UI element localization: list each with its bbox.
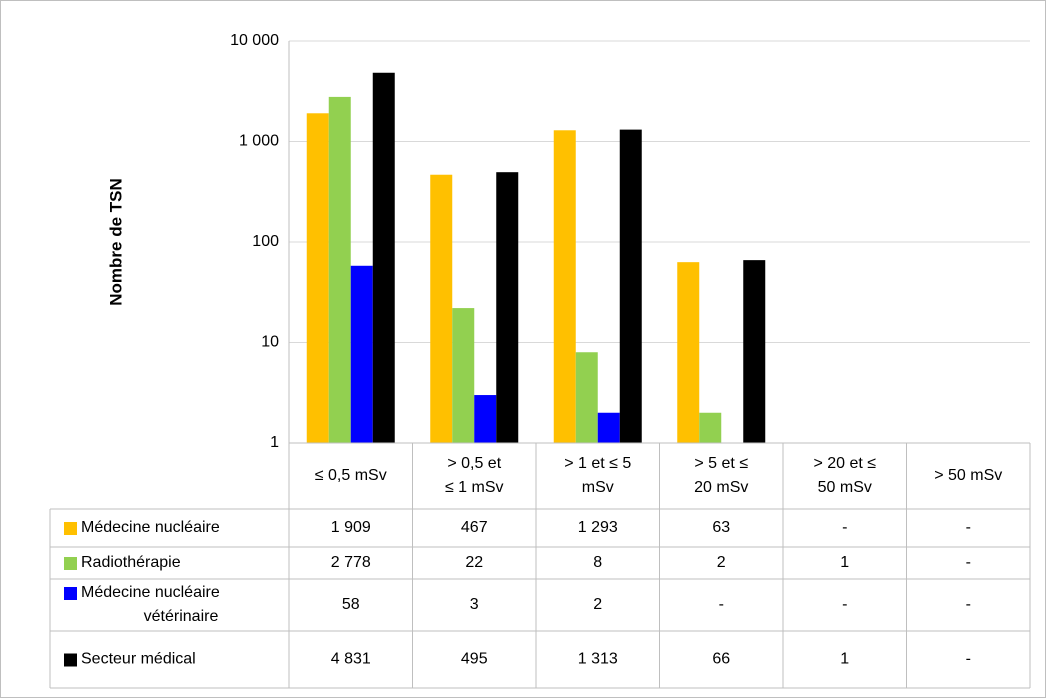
bar <box>452 308 475 443</box>
x-tick-label: 50 mSv <box>818 479 872 496</box>
bar <box>699 412 722 443</box>
data-cell: - <box>719 596 724 613</box>
y-tick-label: 100 <box>252 233 279 250</box>
series-name: Médecine nucléaire <box>81 519 220 536</box>
data-cell: - <box>966 651 971 668</box>
bar <box>430 174 453 444</box>
bar <box>619 129 642 444</box>
data-cell: - <box>842 596 847 613</box>
data-cell: 2 <box>593 596 602 613</box>
series-name: Médecine nucléaire <box>81 584 220 601</box>
x-tick-label: > 20 et ≤ <box>813 455 876 472</box>
bar <box>743 260 766 443</box>
y-axis-title: Nombre de TSN <box>106 178 125 306</box>
data-cell: 66 <box>712 651 730 668</box>
series-name: Secteur médical <box>81 651 196 668</box>
bar <box>677 262 700 443</box>
series-name: vétérinaire <box>144 608 219 625</box>
data-cell: 58 <box>342 596 360 613</box>
bar <box>496 172 519 443</box>
y-tick-label: 1 000 <box>239 133 279 150</box>
bar <box>553 130 576 443</box>
y-tick-label: 10 000 <box>230 32 279 49</box>
y-tick-label: 10 <box>261 334 279 351</box>
bar <box>597 412 620 443</box>
bar <box>575 352 598 443</box>
x-tick-label: ≤ 1 mSv <box>445 479 504 496</box>
data-cell: 1 <box>840 651 849 668</box>
x-tick-label: 20 mSv <box>694 479 748 496</box>
data-cell: 1 313 <box>578 651 618 668</box>
data-cell: - <box>966 554 971 571</box>
x-tick-label: ≤ 0,5 mSv <box>315 467 387 484</box>
legend-key <box>64 522 77 535</box>
legend-key <box>64 557 77 570</box>
data-cell: 22 <box>465 554 483 571</box>
y-tick-label: 1 <box>270 434 279 451</box>
data-cell: 1 909 <box>331 519 371 536</box>
data-cell: 467 <box>461 519 488 536</box>
data-cell: 1 293 <box>578 519 618 536</box>
data-cell: - <box>966 596 971 613</box>
series-name: Radiothérapie <box>81 554 181 571</box>
x-tick-label: > 5 et ≤ <box>694 455 748 472</box>
bar <box>372 72 395 444</box>
data-cell: 63 <box>712 519 730 536</box>
bar <box>350 265 373 443</box>
data-cell: 2 778 <box>331 554 371 571</box>
data-cell: 2 <box>717 554 726 571</box>
legend-key <box>64 653 77 667</box>
x-tick-label: mSv <box>582 479 614 496</box>
data-cell: - <box>966 519 971 536</box>
data-cell: 8 <box>593 554 602 571</box>
x-tick-label: > 1 et ≤ 5 <box>564 455 631 472</box>
data-cell: 4 831 <box>331 651 371 668</box>
data-cell: 3 <box>470 596 479 613</box>
bar <box>474 395 497 443</box>
bar <box>328 96 351 443</box>
data-cell: 1 <box>840 554 849 571</box>
data-cell: 495 <box>461 651 488 668</box>
x-tick-label: > 50 mSv <box>934 467 1002 484</box>
legend-key <box>64 587 77 600</box>
data-cell: - <box>842 519 847 536</box>
x-tick-label: > 0,5 et <box>447 455 501 472</box>
bar <box>306 113 329 444</box>
